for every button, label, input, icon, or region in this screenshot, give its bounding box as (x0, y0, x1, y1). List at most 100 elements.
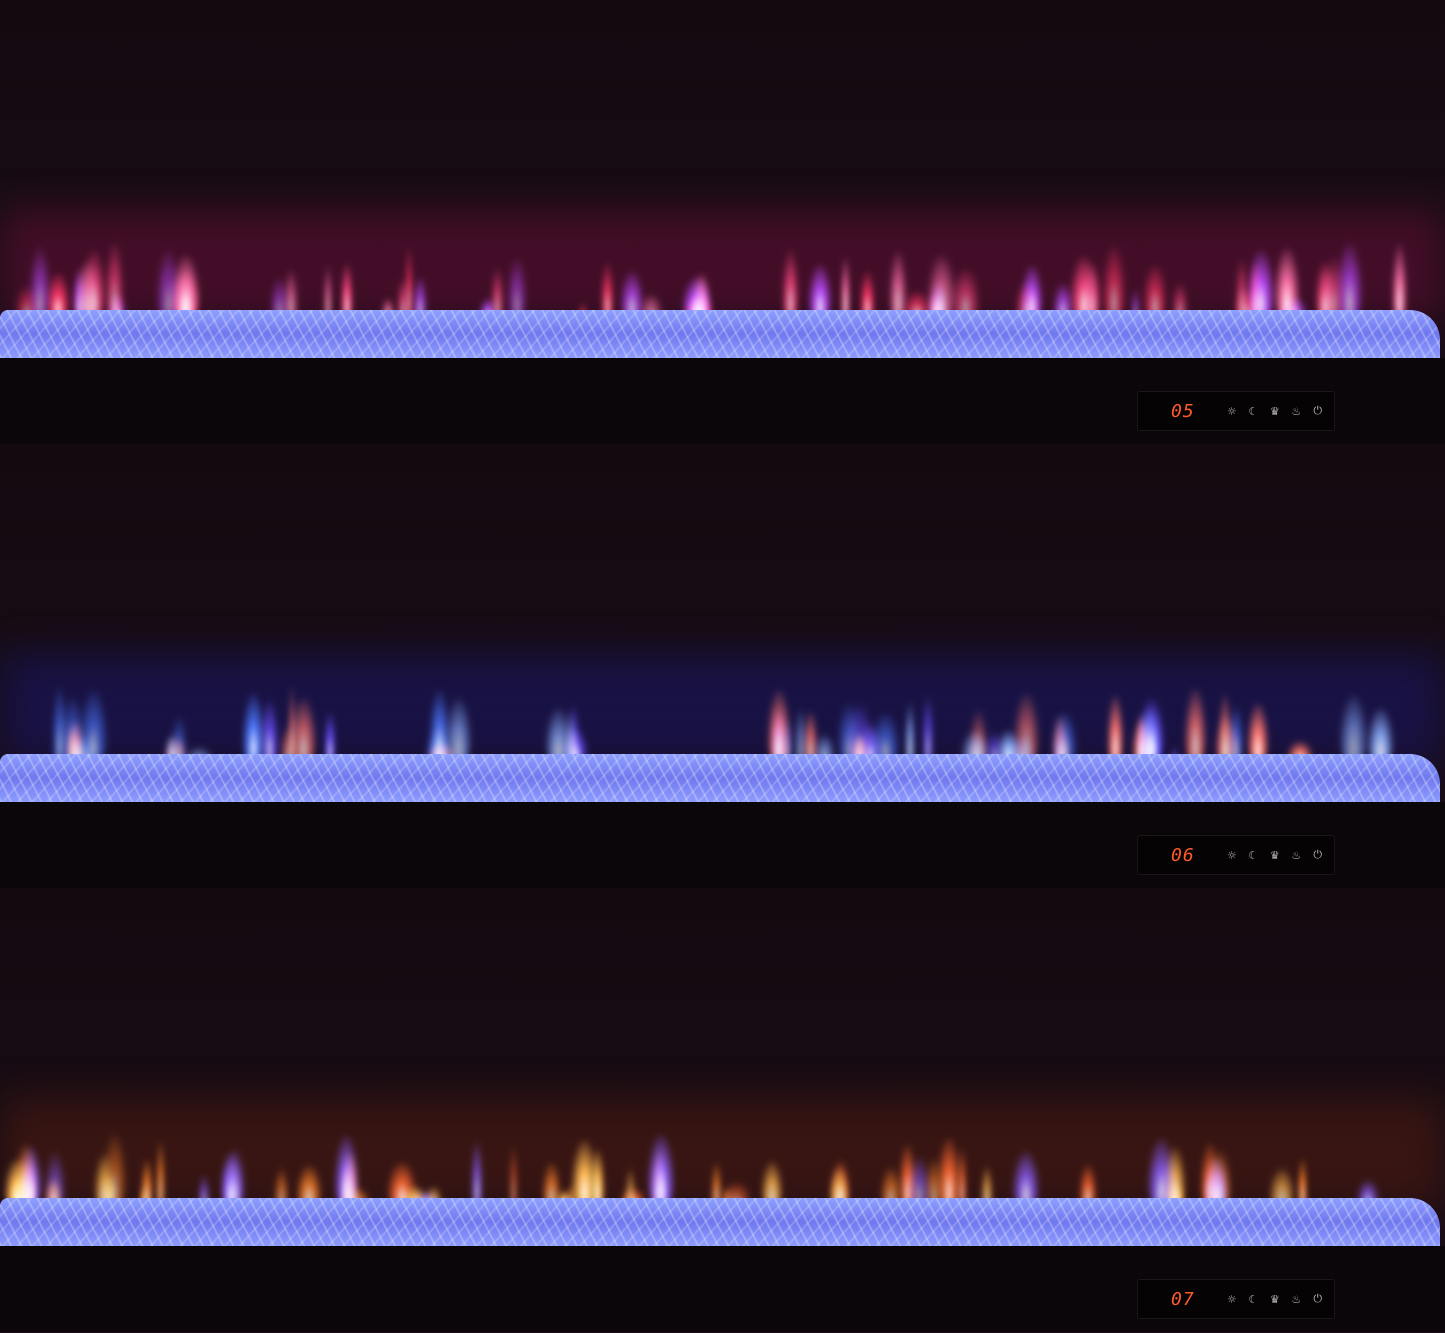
flames (0, 444, 1445, 764)
power-icon[interactable]: ⏻ (1313, 1292, 1323, 1305)
flame (1130, 289, 1141, 318)
flame (1078, 1164, 1098, 1206)
flame (82, 250, 107, 318)
flame (926, 254, 956, 318)
flame (290, 698, 318, 762)
timer-moon-icon[interactable]: ☾ (1248, 848, 1259, 862)
flame (1143, 264, 1167, 318)
flame (1051, 714, 1068, 762)
flame (242, 693, 266, 762)
flame (625, 1167, 637, 1206)
flame (397, 278, 409, 318)
bottom-trim: 05 ☼ ☾ ♛ ♨ ⏻ (0, 358, 1445, 444)
flame (1020, 265, 1044, 318)
flame (1172, 282, 1189, 318)
flame (905, 703, 915, 762)
flame (772, 710, 786, 762)
flame (899, 1143, 917, 1206)
flame (94, 1153, 115, 1206)
crown-mode-icon[interactable]: ♛ (1269, 1292, 1280, 1306)
flame (830, 1160, 851, 1206)
flame (52, 687, 67, 762)
led-display: 06 (1171, 844, 1195, 866)
flame (808, 264, 832, 318)
flame (1391, 243, 1407, 318)
flame (139, 1186, 149, 1206)
flame (879, 1166, 902, 1206)
flame (1324, 266, 1333, 318)
flame (323, 265, 332, 318)
flame (1146, 1137, 1177, 1206)
flame (259, 700, 280, 762)
flame (470, 1140, 484, 1206)
brightness-icon[interactable]: ☼ (1226, 1292, 1237, 1306)
flame-icon[interactable]: ♨ (1291, 404, 1302, 418)
flame (1183, 688, 1208, 762)
flame (1235, 259, 1249, 318)
flame (324, 711, 337, 762)
flame (794, 709, 808, 762)
flame (1052, 283, 1073, 318)
flame (782, 249, 800, 318)
flame (1101, 245, 1127, 318)
led-display: 05 (1171, 400, 1195, 422)
control-panel: 05 ☼ ☾ ♛ ♨ ⏻ (1137, 391, 1335, 431)
crown-mode-icon[interactable]: ♛ (1269, 848, 1280, 862)
flame (156, 1140, 165, 1206)
crystal-bed (0, 1198, 1440, 1246)
flame (541, 1161, 562, 1206)
led-display: 07 (1171, 1288, 1195, 1310)
flame (951, 269, 981, 318)
flames (0, 0, 1445, 320)
timer-moon-icon[interactable]: ☾ (1248, 404, 1259, 418)
flame (340, 262, 353, 318)
flame (565, 1183, 577, 1206)
flame (412, 277, 428, 318)
flame (224, 1147, 246, 1206)
flame (1012, 693, 1040, 762)
bottom-trim: 07 ☼ ☾ ♛ ♨ ⏻ (0, 1246, 1445, 1332)
control-panel: 07 ☼ ☾ ♛ ♨ ⏻ (1137, 1279, 1335, 1319)
flame (871, 712, 900, 762)
flame-icon[interactable]: ♨ (1291, 848, 1302, 862)
flame (921, 696, 934, 762)
fireplace-panel: 07 ☼ ☾ ♛ ♨ ⏻ (0, 888, 1445, 1333)
flame (273, 1167, 289, 1206)
power-icon[interactable]: ⏻ (1313, 404, 1323, 417)
flame (105, 243, 124, 318)
flame (508, 1145, 518, 1206)
flames (0, 888, 1445, 1208)
flame (1298, 1157, 1308, 1206)
flame (404, 247, 413, 318)
flame (1339, 694, 1368, 762)
flame (1200, 1142, 1221, 1206)
flame (783, 718, 792, 762)
flame (968, 710, 989, 762)
bottom-trim: 06 ☼ ☾ ♛ ♨ ⏻ (0, 802, 1445, 888)
crown-mode-icon[interactable]: ♛ (1269, 404, 1280, 418)
flame (1366, 707, 1394, 762)
timer-moon-icon[interactable]: ☾ (1248, 1292, 1259, 1306)
flame (889, 251, 908, 318)
flame (66, 721, 84, 762)
brightness-icon[interactable]: ☼ (1226, 404, 1237, 418)
power-icon[interactable]: ⏻ (1313, 848, 1323, 861)
flame (283, 270, 299, 318)
fireplace-panel: 05 ☼ ☾ ♛ ♨ ⏻ (0, 0, 1445, 444)
brightness-icon[interactable]: ☼ (1226, 848, 1237, 862)
flame (652, 1150, 667, 1206)
flame (937, 1137, 961, 1206)
flame (1136, 712, 1146, 762)
flame (841, 257, 850, 318)
flame (761, 1160, 784, 1206)
flame-icon[interactable]: ♨ (1291, 1292, 1302, 1306)
flame (859, 271, 875, 318)
crystal-bed (0, 754, 1440, 802)
flame-glow (0, 210, 1445, 320)
flame (803, 710, 818, 762)
flame (1250, 261, 1262, 318)
flame (1106, 695, 1125, 762)
flame (507, 257, 527, 318)
flame (73, 269, 86, 318)
